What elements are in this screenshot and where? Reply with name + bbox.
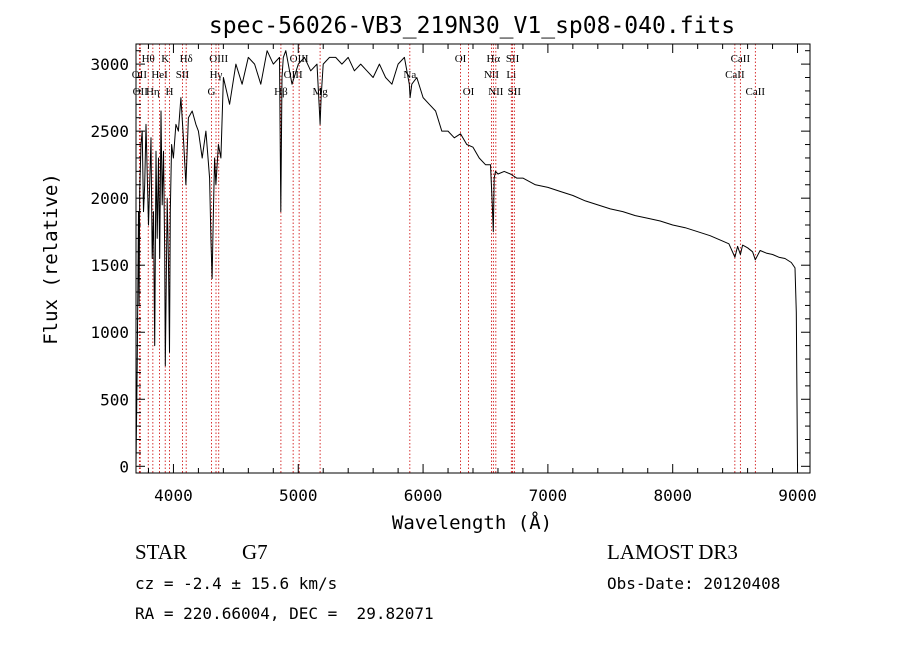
plot-frame (135, 43, 811, 474)
line-marker-label: H (165, 86, 173, 98)
line-marker-label: SII (508, 86, 522, 98)
object-class: STAR (135, 540, 187, 564)
line-marker-label: Hβ (274, 86, 288, 98)
y-tick-label: 3000 (90, 55, 129, 74)
line-marker-label: Mg (312, 86, 328, 98)
y-tick-label: 1500 (90, 256, 129, 275)
line-marker-label: OIII (209, 53, 228, 65)
line-marker-label: Na (403, 69, 416, 81)
line-marker-label: OII (133, 86, 149, 98)
line-marker-label: OIII (284, 69, 303, 81)
chart-title: spec-56026-VB3_219N30_V1_sp08-040.fits (209, 13, 735, 39)
x-tick-label: 7000 (529, 486, 568, 505)
line-marker-label: G (208, 86, 216, 98)
y-tick-label: 1000 (90, 323, 129, 342)
line-marker-label: Li (506, 69, 516, 81)
line-marker-label: Hγ (210, 69, 223, 81)
redshift-text: cz = -2.4 ± 15.6 km/s (135, 574, 338, 593)
obs-date-text: Obs-Date: 20120408 (607, 574, 781, 593)
line-marker-label: SII (176, 69, 190, 81)
x-tick-label: 9000 (778, 486, 817, 505)
survey-label: LAMOST DR3 (607, 540, 738, 564)
line-marker-label: CaII (725, 69, 745, 81)
axis-ticks: 4000 5000 6000 7000 8000 9000 0 500 1000 1500 2000… (90, 44, 817, 505)
line-marker-label: OII (132, 69, 148, 81)
line-marker-label: Hα (486, 53, 500, 65)
line-marker-label: Hθ (142, 53, 155, 65)
x-tick-label: 6000 (404, 486, 443, 505)
line-marker-label: OIII (290, 53, 309, 65)
line-marker-label: Hδ (180, 53, 193, 65)
line-marker-label: CaII (731, 53, 751, 65)
line-marker-label: CaII (746, 86, 766, 98)
line-marker-label: Hη (146, 86, 160, 98)
coordinates-text: RA = 220.66004, DEC = 29.82071 (135, 604, 434, 623)
line-marker-label: SII (506, 53, 520, 65)
line-marker-label: HeI (151, 69, 168, 81)
line-marker-label: K (161, 53, 169, 65)
y-tick-label: 500 (100, 390, 129, 409)
emission-line-markers: OIIOIIHθHηHeIKHSIIHδGHγOIIIHβOIIIOIIIMgN… (132, 44, 766, 473)
line-marker-label: OI (455, 53, 467, 65)
x-axis-label: Wavelength (Å) (392, 511, 552, 534)
line-marker-label: NII (488, 86, 504, 98)
line-marker-label: NII (484, 69, 500, 81)
spectrum-series (135, 50, 798, 467)
y-tick-label: 0 (119, 457, 129, 476)
object-subclass: G7 (242, 540, 268, 564)
x-tick-label: 4000 (154, 486, 193, 505)
x-tick-label: 8000 (653, 486, 692, 505)
y-tick-label: 2000 (90, 189, 129, 208)
line-marker-label: OI (463, 86, 475, 98)
y-axis-label: Flux (relative) (40, 173, 62, 345)
spectrum-line (135, 50, 798, 467)
x-tick-label: 5000 (279, 486, 318, 505)
y-tick-label: 2500 (90, 122, 129, 141)
